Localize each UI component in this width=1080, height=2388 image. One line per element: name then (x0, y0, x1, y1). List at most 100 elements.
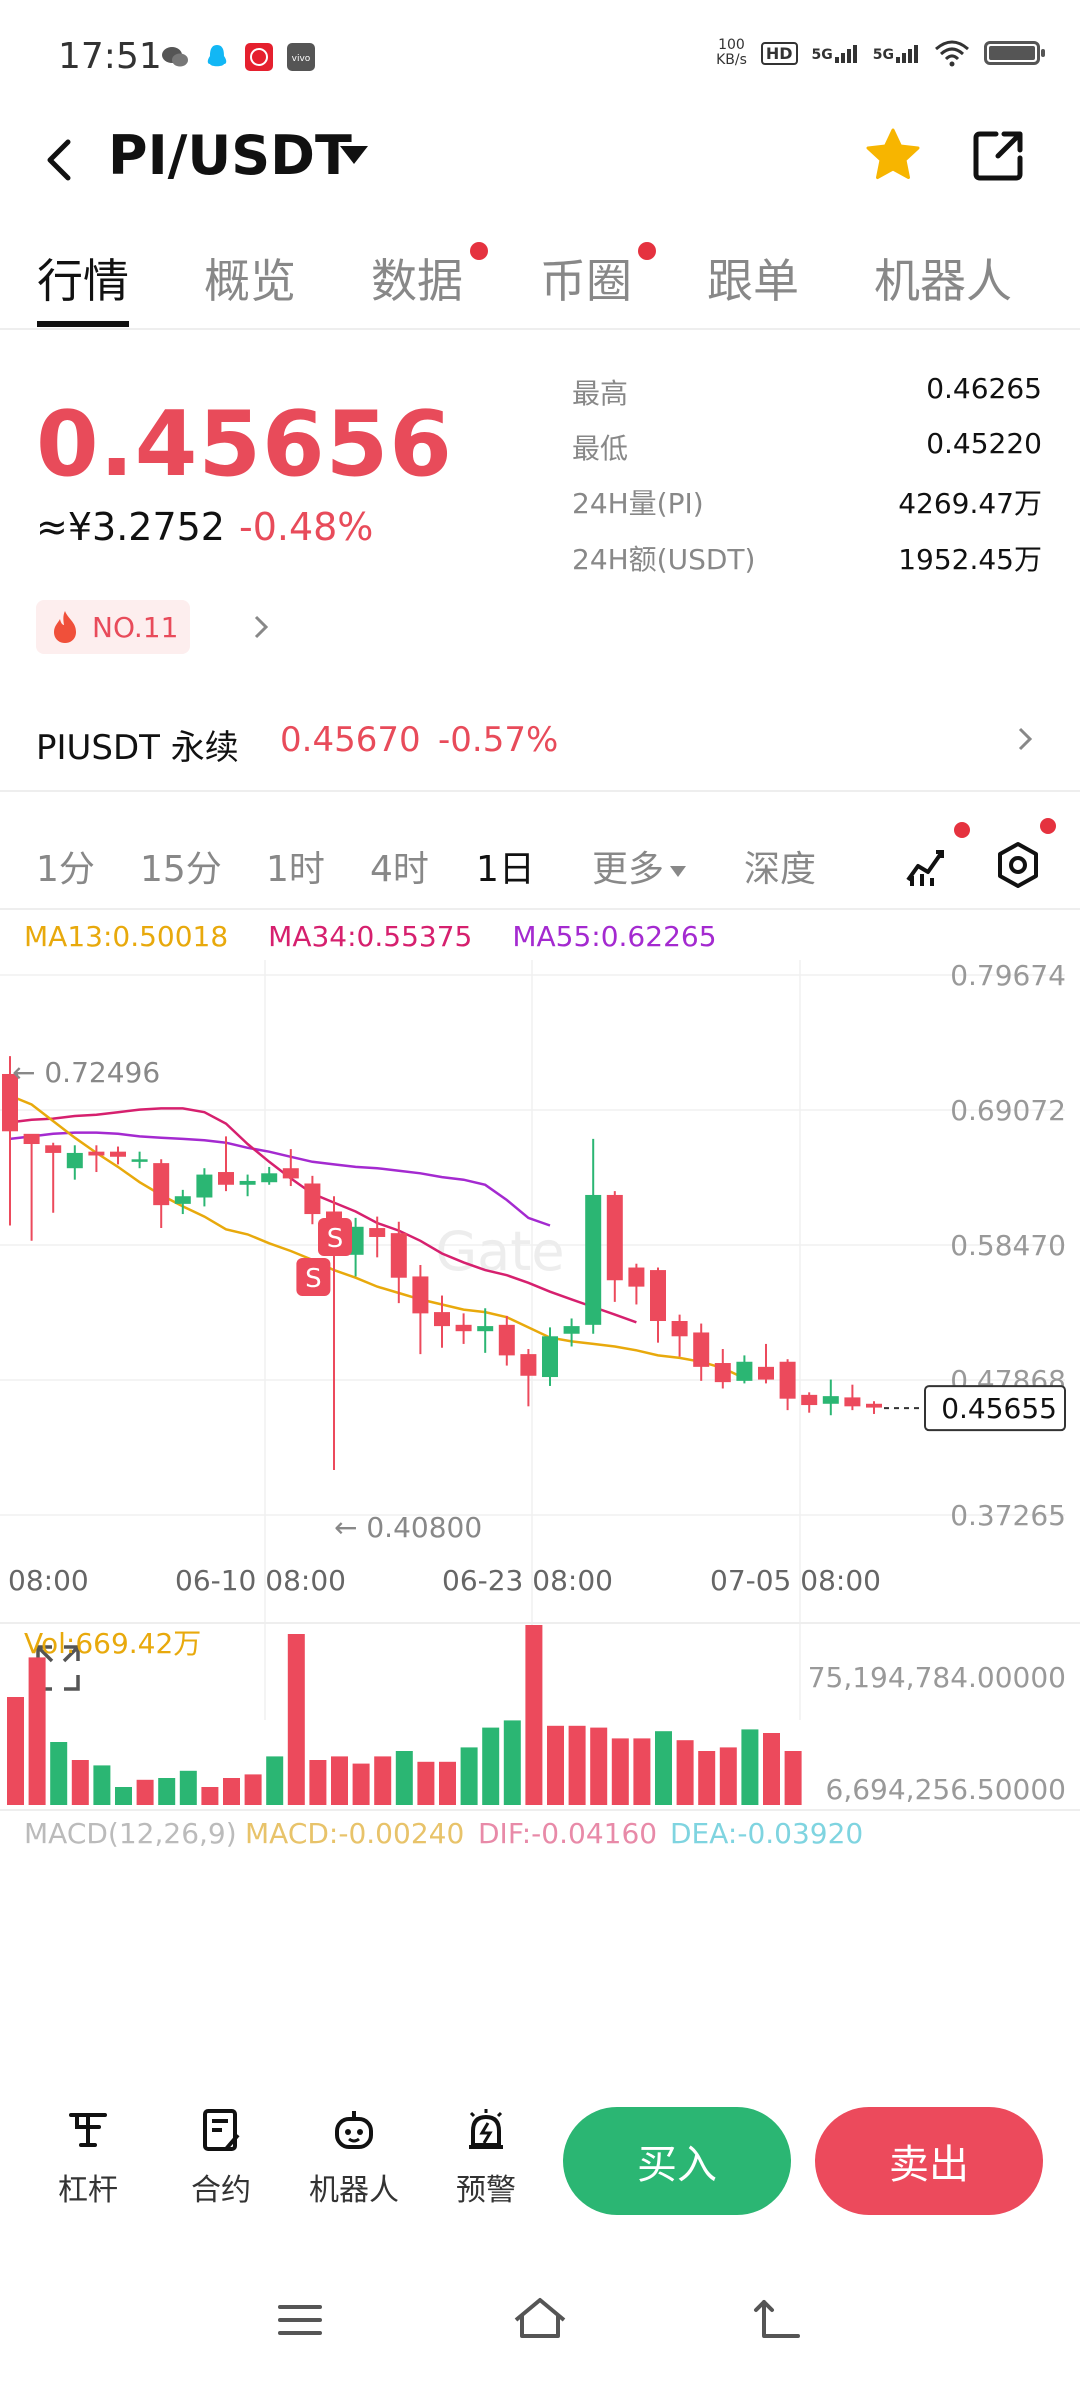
alarm-icon (469, 2109, 503, 2149)
perpetual-row[interactable]: PIUSDT 永续 0.45670 -0.57% (0, 700, 1080, 792)
candle-body (66, 1152, 83, 1169)
system-status: 100 KB/s HD 5G 5G (716, 38, 1045, 68)
candle-body (196, 1174, 213, 1198)
candle-body (282, 1168, 299, 1179)
pair-dropdown-icon[interactable] (340, 146, 368, 164)
stat-label: 24H额(USDT) (572, 543, 756, 576)
alert-button[interactable]: 预警 (436, 2105, 536, 2209)
stat-value: 4269.47万 (898, 487, 1042, 520)
perp-change: -0.57% (438, 720, 559, 760)
sell-button[interactable]: 卖出 (815, 2107, 1043, 2215)
volume-bar (28, 1657, 46, 1805)
volume-bar (525, 1625, 543, 1805)
back-nav-icon[interactable] (750, 2290, 810, 2350)
pair-title[interactable]: PI/USDT (108, 124, 352, 187)
flame-icon (54, 611, 76, 643)
battery-icon (984, 41, 1045, 65)
candle-body (801, 1394, 818, 1406)
candle-body (369, 1228, 386, 1237)
ma34-label: MA34:0.55375 (268, 920, 473, 953)
current-price-box (924, 1385, 1066, 1432)
settings-hexagon-icon[interactable] (993, 840, 1043, 890)
candle-body (671, 1321, 688, 1337)
home-icon[interactable] (510, 2290, 570, 2350)
stat-value: 1952.45万 (898, 543, 1042, 576)
volume-bar (482, 1727, 500, 1805)
rank-badge[interactable]: NO.11 (36, 600, 190, 654)
period-1d[interactable]: 1日 (476, 849, 535, 890)
stat-low: 最低 0.45220 (572, 427, 1042, 467)
volume-bar (655, 1731, 672, 1805)
ma13-line (9, 1094, 745, 1380)
stat-value: 0.45220 (926, 427, 1042, 460)
tab-copy-trading[interactable]: 跟单 (707, 254, 799, 308)
ma13-label: MA13:0.50018 (24, 920, 229, 953)
period-1m[interactable]: 1分 (36, 849, 95, 890)
volume-bar (460, 1747, 478, 1805)
candle-body (153, 1163, 170, 1206)
volume-tick-label: 75,194,784.00000 (808, 1661, 1066, 1694)
bot-button[interactable]: 机器人 (304, 2105, 404, 2209)
volume-bar (784, 1751, 802, 1805)
fullscreen-expand-icon (36, 1645, 80, 1691)
tab-community[interactable]: 币圈 (540, 254, 632, 308)
volume-bar (71, 1760, 89, 1805)
period-more[interactable]: 更多 (592, 840, 687, 892)
dif-value: DIF:-0.04160 (478, 1817, 657, 1850)
tab-data-badge (470, 242, 488, 260)
indicator-icon[interactable] (902, 840, 952, 890)
candle-body (455, 1324, 472, 1332)
share-icon[interactable] (968, 124, 1030, 186)
sell-signal-badge (318, 1218, 352, 1256)
macd-value: MACD:-0.00240 (245, 1817, 464, 1850)
dea-value: DEA:-0.03920 (670, 1817, 863, 1850)
volume-bar (698, 1751, 716, 1805)
y-tick-label: 0.58470 (950, 1229, 1066, 1262)
favorite-star-icon[interactable] (862, 124, 924, 186)
volume-bar (136, 1779, 154, 1805)
price-cny: ≈¥3.2752 -0.48% (36, 505, 373, 549)
volume-bar (331, 1756, 348, 1805)
volume-bar (223, 1778, 240, 1805)
volume-bar (590, 1727, 608, 1805)
perp-price: 0.45670 (280, 720, 421, 760)
tab-data[interactable]: 数据 (371, 254, 463, 308)
candle-body (45, 1145, 62, 1153)
volume-bar (633, 1738, 651, 1805)
margin-icon (69, 2113, 107, 2147)
robot-icon (335, 2111, 373, 2149)
stat-high: 最高 0.46265 (572, 372, 1042, 412)
last-price: 0.45656 (36, 392, 453, 497)
period-4h[interactable]: 4时 (370, 849, 429, 890)
futures-button[interactable]: 合约 (171, 2105, 271, 2209)
menu-icon[interactable] (270, 2290, 330, 2350)
margin-button[interactable]: 杠杆 (38, 2105, 138, 2209)
candle-body (23, 1133, 40, 1145)
stat-value: 0.46265 (926, 372, 1042, 405)
settings-badge (1040, 818, 1056, 834)
tab-market[interactable]: 行情 (37, 254, 129, 308)
candle-body (520, 1354, 537, 1376)
price-cny-value: ≈¥3.2752 (36, 505, 225, 549)
candle-body (2, 1073, 18, 1132)
ma-legend: MA13:0.50018 MA34:0.55375 MA55:0.62265 (24, 920, 717, 953)
buy-button[interactable]: 买入 (563, 2107, 791, 2215)
chevron-right-icon[interactable] (246, 612, 276, 642)
price-chart[interactable]: 0.796740.690720.584700.478680.37265GateS… (0, 960, 1080, 2060)
candle-body (110, 1151, 126, 1157)
back-arrow-icon[interactable] (30, 130, 90, 190)
tab-bots[interactable]: 机器人 (874, 254, 1012, 308)
period-15m[interactable]: 15分 (140, 849, 222, 890)
tab-overview[interactable]: 概览 (204, 254, 296, 308)
qq-icon (207, 45, 227, 67)
period-depth[interactable]: 深度 (744, 849, 817, 890)
period-1h[interactable]: 1时 (266, 849, 325, 890)
stat-label: 24H量(PI) (572, 487, 704, 520)
stat-volume: 24H量(PI) 4269.47万 (572, 482, 1042, 522)
wifi-icon (935, 40, 969, 67)
hd-icon: HD (760, 41, 798, 65)
volume-bar (352, 1763, 370, 1805)
volume-bar (395, 1751, 413, 1805)
candle-body (239, 1180, 256, 1185)
vivo-icon: vivo (287, 43, 315, 71)
